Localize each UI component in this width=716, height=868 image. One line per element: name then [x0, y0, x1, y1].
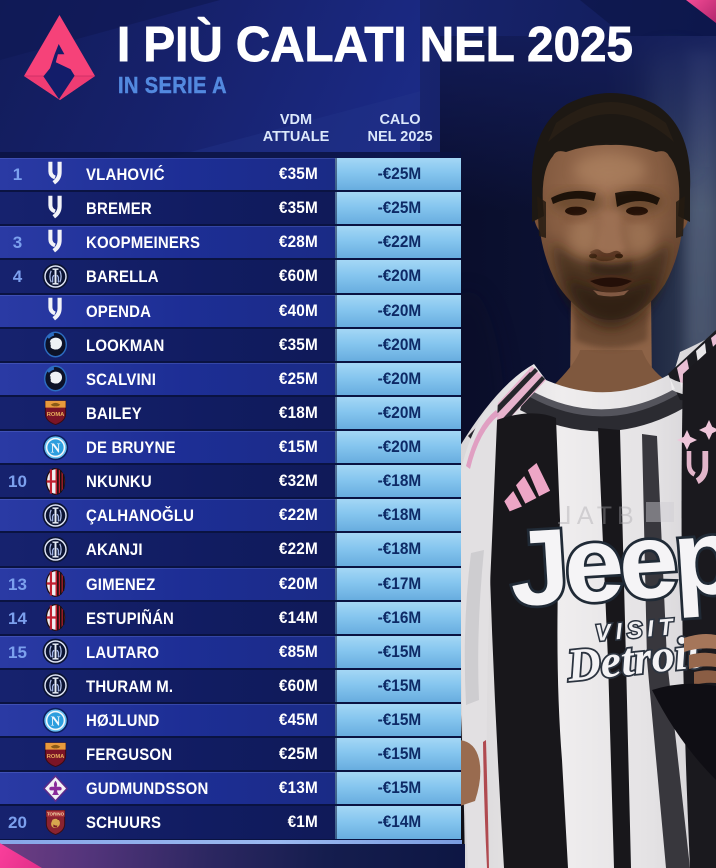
svg-text:N: N [51, 713, 61, 728]
svg-text:Jeep: Jeep [506, 495, 716, 628]
svg-text:TORINO: TORINO [47, 811, 65, 816]
svg-text:ROMA: ROMA [47, 412, 65, 418]
svg-text:⅃ATB: ⅃ATB [558, 502, 639, 530]
svg-text:N: N [51, 440, 61, 455]
svg-text:ROMA: ROMA [47, 754, 65, 760]
